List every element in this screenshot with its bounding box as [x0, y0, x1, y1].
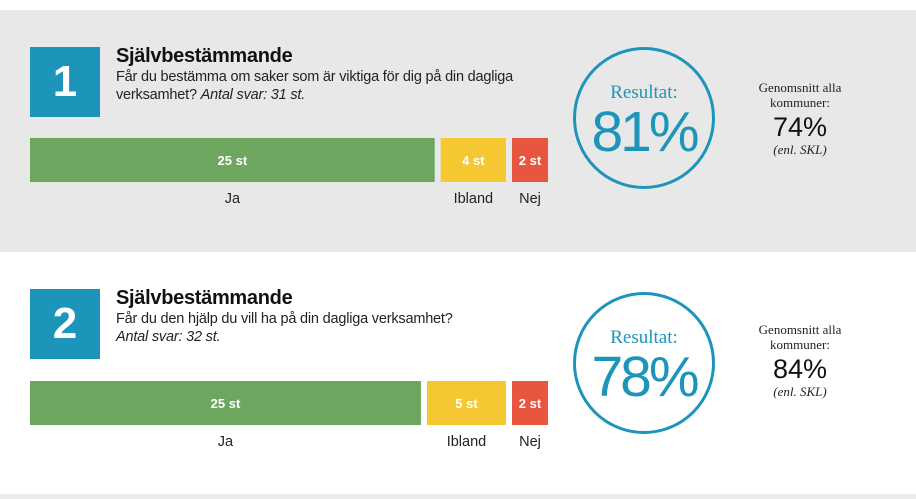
result-value: 78% — [591, 345, 699, 409]
bar-category-label: Ja — [225, 191, 241, 207]
average-value: 74% — [772, 112, 828, 142]
bar-segment-nej — [512, 138, 548, 182]
question-title: Självbestämmande — [116, 287, 293, 309]
response-bar-chart: 25 st Ja 4 st Ibland 2 st Nej — [30, 138, 548, 207]
bar-segment-nej — [512, 381, 548, 425]
bar-value-label: 5 st — [455, 396, 478, 411]
bar-value-label: 2 st — [519, 153, 542, 168]
result-value: 81% — [591, 100, 699, 164]
bar-value-label: 2 st — [519, 396, 542, 411]
bar-category-label: Ibland — [454, 191, 494, 207]
question-title: Självbestämmande — [116, 45, 293, 67]
bar-category-label: Ja — [218, 434, 234, 450]
bottom-divider — [0, 494, 916, 499]
average-source: (enl. SKL) — [773, 142, 827, 157]
bar-category-label: Nej — [519, 191, 541, 207]
response-bar-chart: 25 st Ja 5 st Ibland 2 st Nej — [30, 381, 548, 450]
bar-segment-ibland — [440, 138, 506, 182]
bar-value-label: 25 st — [211, 396, 241, 411]
bar-segment-ibland — [426, 381, 506, 425]
average-label: Genomsnitt alla kommuner: — [758, 322, 842, 352]
question-body: Får du bestämma om saker som är viktiga … — [116, 69, 514, 103]
result-circle: Resultat: 78% — [573, 292, 715, 434]
answer-count: Antal svar: 32 st. — [116, 329, 221, 345]
question-panel-2: 2 Självbestämmande Får du den hjälp du v… — [0, 252, 916, 494]
bar-segment-ja — [30, 381, 421, 425]
result-label: Resultat: — [610, 327, 678, 348]
question-panel-1: 1 Självbestämmande Får du bestämma om sa… — [0, 10, 916, 252]
bar-segment-ja — [30, 138, 435, 182]
bar-value-label: 25 st — [218, 153, 248, 168]
result-circle: Resultat: 81% — [573, 47, 715, 189]
average-box: Genomsnitt alla kommuner: 74% (enl. SKL) — [730, 80, 870, 158]
bar-value-label: 4 st — [462, 153, 485, 168]
answer-count: Antal svar: 31 st. — [200, 87, 306, 103]
question-number: 2 — [30, 289, 100, 359]
question-body: Får du den hjälp du vill ha på din dagli… — [116, 311, 453, 327]
question-text: Får du den hjälp du vill ha på din dagli… — [116, 310, 561, 346]
average-value: 84% — [772, 354, 828, 384]
bar-category-label: Nej — [519, 434, 541, 450]
question-number: 1 — [30, 47, 100, 117]
average-box: Genomsnitt alla kommuner: 84% (enl. SKL) — [730, 322, 870, 400]
question-text: Får du bestämma om saker som är viktiga … — [116, 68, 561, 104]
bar-category-label: Ibland — [447, 434, 487, 450]
average-source: (enl. SKL) — [773, 384, 827, 399]
average-label: Genomsnitt alla kommuner: — [758, 80, 842, 110]
result-label: Resultat: — [610, 82, 678, 103]
